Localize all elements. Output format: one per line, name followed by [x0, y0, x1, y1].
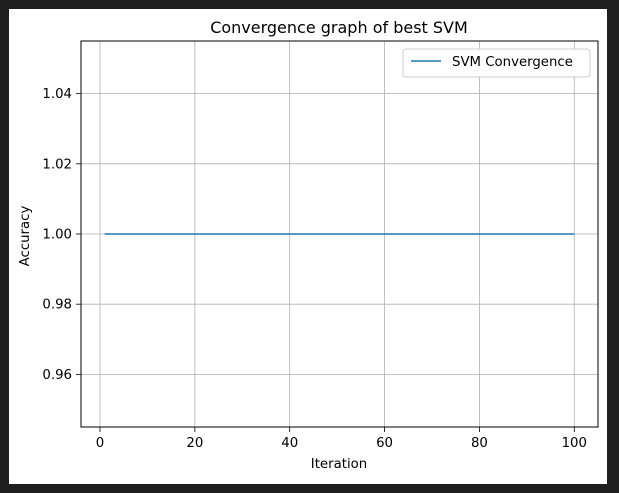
y-tick-label-2: 1.00	[42, 228, 72, 243]
y-axis-ticks: 0.96 0.98 1.00 1.02 1.04	[42, 87, 81, 383]
x-tick-label-4: 80	[471, 436, 488, 451]
y-tick-label-3: 1.02	[42, 157, 72, 172]
x-tick-label-2: 40	[281, 436, 298, 451]
legend-box	[402, 48, 591, 78]
x-tick-label-3: 60	[376, 436, 393, 451]
x-axis-ticks: 0 20 40 60 80 100	[96, 427, 587, 451]
chart-svg: Convergence graph of best SVM 0 20 40 60 80 1…	[9, 9, 607, 484]
chart-figure: Convergence graph of best SVM 0 20 40 60 80 1…	[9, 9, 607, 484]
y-tick-label-4: 1.04	[42, 87, 72, 102]
y-tick-label-1: 0.98	[42, 298, 72, 313]
x-tick-label-1: 20	[186, 436, 203, 451]
figure-background	[9, 9, 607, 484]
legend: SVM Convergence	[402, 48, 591, 78]
x-tick-label-0: 0	[96, 436, 104, 451]
legend-label-svm-convergence: SVM Convergence	[452, 55, 573, 70]
chart-title: Convergence graph of best SVM	[210, 18, 468, 37]
x-tick-label-5: 100	[562, 436, 587, 451]
y-tick-label-0: 0.96	[42, 368, 72, 383]
y-axis-label: Accuracy	[18, 206, 33, 267]
x-axis-label: Iteration	[311, 457, 367, 472]
